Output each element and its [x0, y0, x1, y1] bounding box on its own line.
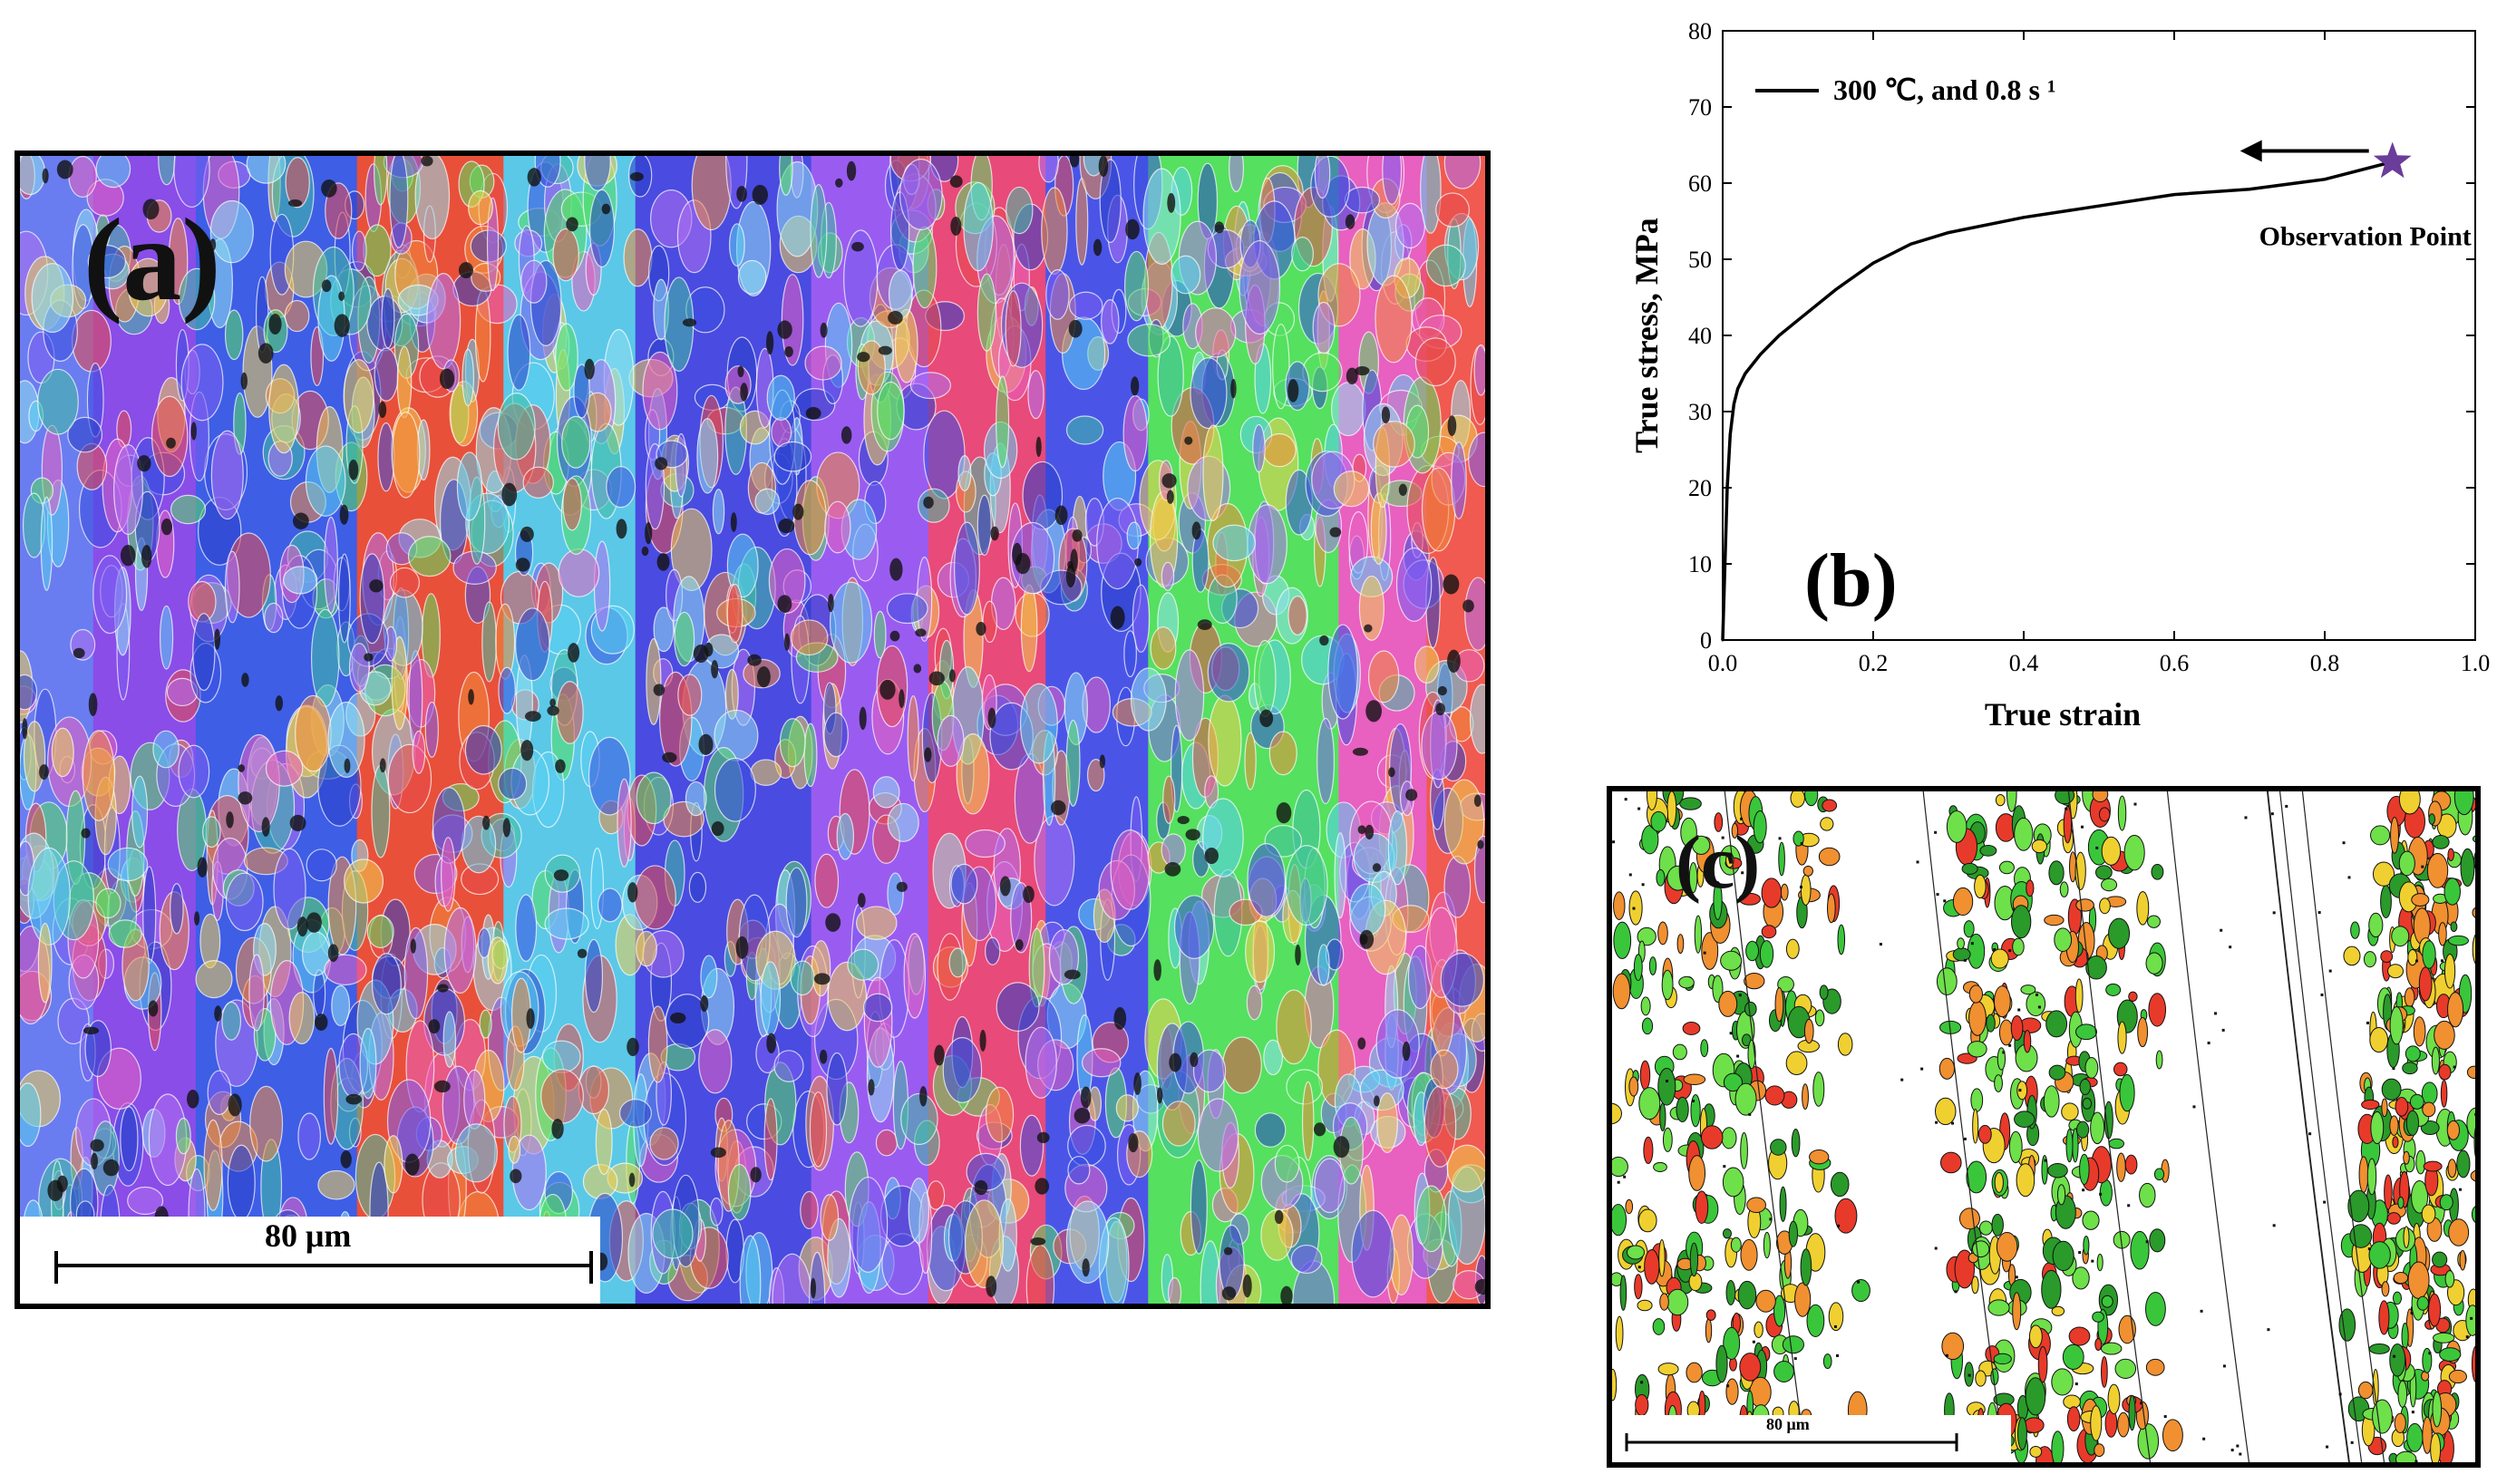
- data-point: [1834, 288, 1837, 292]
- data-point: [2323, 178, 2327, 181]
- y-tick-label: 30: [1688, 399, 1712, 425]
- y-tick-label: 0: [1700, 627, 1712, 654]
- series-line: [1721, 160, 2394, 641]
- y-tick-label: 20: [1688, 475, 1712, 501]
- data-point: [2022, 216, 2026, 219]
- scale-bar-line-a: [54, 1251, 593, 1284]
- y-tick-label: 80: [1688, 18, 1712, 44]
- y-tick-label: 50: [1688, 247, 1712, 273]
- y-tick-label: 40: [1688, 323, 1712, 349]
- x-tick-label: 0.6: [2160, 650, 2190, 676]
- scale-bar-label-a: 80 μm: [265, 1217, 352, 1254]
- x-tick-label: 0.8: [2310, 650, 2340, 676]
- y-tick-label: 70: [1688, 94, 1712, 121]
- data-point: [1744, 372, 1747, 375]
- observation-star-icon: [2373, 141, 2412, 179]
- scale-bar-label-c: 80 μm: [1766, 1415, 1810, 1433]
- stress-strain-chart: 0 10 20 30 40 50 60 70 80 0.0 0.2 0.4 0.6 0.8 1.0 True …: [1596, 16, 2493, 760]
- scale-bar-line-c: [1625, 1433, 1958, 1451]
- data-point: [1723, 562, 1726, 566]
- x-tick-label: 0.4: [2009, 650, 2039, 676]
- scale-bar-c: 80 μm: [1612, 1415, 2011, 1462]
- scale-bar-a: 80 μm: [20, 1217, 600, 1304]
- data-point: [1732, 403, 1735, 406]
- data-point: [2172, 193, 2176, 197]
- data-point: [1777, 334, 1781, 337]
- data-point: [1736, 387, 1740, 391]
- data-point: [2248, 188, 2251, 191]
- legend-label: 300 ℃, and 0.8 s ¹: [1833, 73, 2056, 106]
- orientation-map-image: [20, 156, 1485, 1304]
- x-tick-label: 0.2: [1859, 650, 1889, 676]
- data-point: [1871, 261, 1875, 265]
- data-point: [1909, 242, 1912, 246]
- annotation-arrowhead: [2240, 140, 2262, 162]
- y-axis-label: True stress, MPa: [1628, 218, 1665, 453]
- annotation-label: Observation Point: [2259, 221, 2472, 251]
- y-tick-label: 60: [1688, 170, 1712, 197]
- panel-label-b: (b): [1804, 538, 1898, 623]
- data-point: [1728, 432, 1732, 436]
- x-tick-label: 1.0: [2461, 650, 2491, 676]
- data-point: [1947, 231, 1950, 235]
- x-axis-label: True strain: [1985, 696, 2141, 732]
- y-tick-label: 10: [1688, 551, 1712, 577]
- data-point: [1725, 486, 1729, 490]
- grain-map-image: [1612, 791, 2475, 1462]
- data-point: [1721, 638, 1725, 642]
- data-point: [1759, 353, 1762, 356]
- data-point: [1796, 318, 1800, 322]
- x-tick-label: 0.0: [1708, 650, 1738, 676]
- panel-label-c: (c): [1676, 820, 1761, 905]
- grain-map-panel-c: (c) 80 μm: [1607, 786, 2481, 1468]
- ebsd-map-panel-a: (a) 80 μm: [15, 150, 1491, 1309]
- data-point: [2097, 204, 2101, 208]
- panel-label-a: (a): [83, 195, 221, 325]
